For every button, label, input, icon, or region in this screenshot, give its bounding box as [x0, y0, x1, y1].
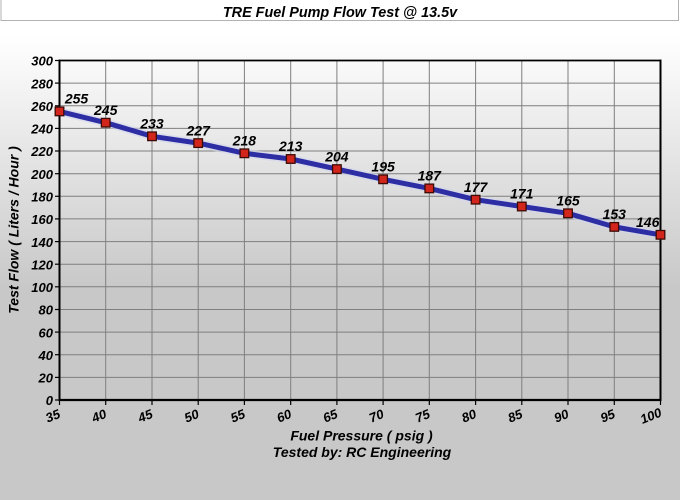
- svg-text:195: 195: [371, 159, 395, 175]
- svg-text:180: 180: [31, 190, 53, 205]
- svg-text:255: 255: [64, 91, 89, 107]
- svg-text:300: 300: [31, 54, 53, 69]
- svg-text:85: 85: [506, 406, 526, 426]
- svg-text:245: 245: [93, 102, 118, 118]
- svg-text:50: 50: [182, 406, 202, 426]
- svg-text:153: 153: [603, 206, 627, 222]
- svg-text:Tested by: RC Engineering: Tested by: RC Engineering: [273, 444, 452, 460]
- svg-text:35: 35: [43, 406, 63, 426]
- svg-text:60: 60: [39, 325, 54, 340]
- svg-text:227: 227: [186, 122, 212, 138]
- svg-text:0: 0: [46, 393, 54, 408]
- svg-text:204: 204: [324, 148, 349, 164]
- svg-text:260: 260: [30, 99, 53, 114]
- svg-text:160: 160: [31, 212, 53, 227]
- svg-text:75: 75: [413, 406, 433, 426]
- svg-text:45: 45: [135, 406, 156, 426]
- svg-text:100: 100: [31, 280, 53, 295]
- svg-text:20: 20: [38, 371, 54, 386]
- svg-text:90: 90: [552, 406, 572, 426]
- svg-text:40: 40: [89, 406, 110, 426]
- svg-text:80: 80: [459, 406, 479, 426]
- svg-text:187: 187: [418, 168, 443, 184]
- svg-text:60: 60: [274, 406, 294, 426]
- svg-text:Fuel Pressure ( psig ): Fuel Pressure ( psig ): [290, 428, 433, 444]
- svg-text:280: 280: [30, 76, 53, 91]
- svg-text:220: 220: [30, 144, 53, 159]
- svg-text:240: 240: [30, 122, 53, 137]
- svg-text:140: 140: [31, 235, 53, 250]
- svg-text:40: 40: [38, 348, 54, 363]
- svg-text:95: 95: [598, 406, 618, 426]
- svg-text:146: 146: [636, 214, 660, 230]
- svg-text:120: 120: [31, 257, 53, 272]
- svg-text:218: 218: [232, 133, 257, 149]
- svg-text:65: 65: [321, 406, 341, 426]
- svg-text:55: 55: [228, 406, 248, 426]
- svg-text:171: 171: [510, 186, 534, 202]
- svg-text:80: 80: [39, 303, 54, 318]
- svg-text:177: 177: [464, 179, 489, 195]
- svg-text:70: 70: [367, 406, 387, 426]
- svg-text:233: 233: [139, 116, 164, 132]
- svg-text:165: 165: [556, 193, 580, 209]
- svg-text:Test Flow ( Liters / Hour ): Test Flow ( Liters / Hour ): [6, 146, 22, 314]
- svg-text:200: 200: [30, 167, 53, 182]
- svg-text:213: 213: [278, 138, 303, 154]
- svg-text:TRE Fuel Pump Flow Test @ 13.5: TRE Fuel Pump Flow Test @ 13.5v: [223, 5, 458, 21]
